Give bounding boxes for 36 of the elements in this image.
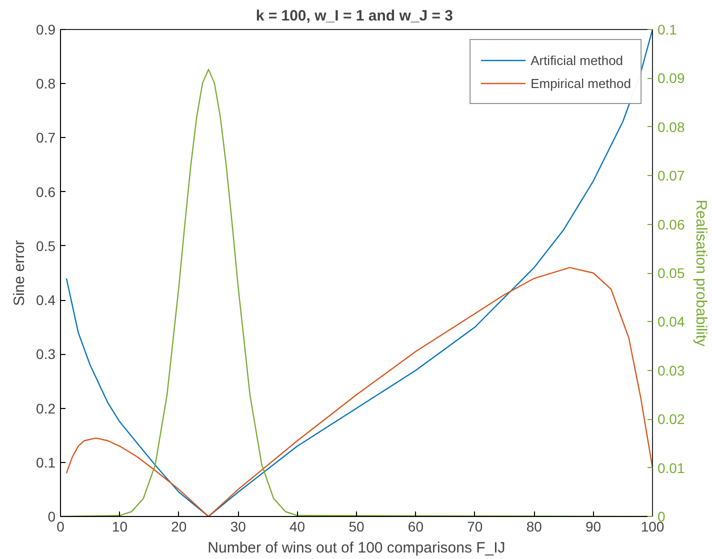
x-tick-label: 90	[586, 518, 602, 534]
y2-tick-label: 0.1	[658, 22, 678, 38]
x-tick-label: 60	[408, 518, 424, 534]
y2-tick-label: 0.07	[658, 168, 685, 184]
y-axis-title: Sine error	[11, 240, 28, 306]
x-tick-label: 40	[290, 518, 306, 534]
x-tick-label: 20	[171, 518, 187, 534]
y-tick-label: 0.7	[36, 130, 56, 146]
y2-tick-label: 0.05	[658, 265, 685, 281]
y2-tick-label: 0.03	[658, 362, 685, 378]
y-tick-label: 0.5	[36, 238, 56, 254]
x-tick-label: 80	[526, 518, 542, 534]
y2-tick-label: 0.09	[658, 70, 685, 86]
line-series	[66, 266, 652, 516]
y-tick-label: 0.1	[36, 454, 56, 470]
legend-label: Artificial method	[530, 52, 624, 68]
y2-tick-label: 0.06	[658, 216, 685, 232]
y2-axis-title: Realisation probability	[692, 200, 710, 347]
y-tick-label: 0.4	[36, 292, 56, 308]
legend-label: Empirical method	[530, 76, 631, 90]
x-tick-label: 70	[467, 518, 483, 534]
y2-tick-label: 0.08	[658, 118, 685, 135]
y-tick-label: 0.9	[36, 22, 56, 38]
x-tick-label: 50	[348, 518, 364, 534]
y-tick-label: 0.6	[36, 184, 56, 200]
y2-tick-label: 0.02	[658, 411, 685, 428]
x-axis-title: Number of wins out of 100 comparisons F_IJ	[208, 540, 506, 556]
y-tick-label: 0.2	[36, 400, 56, 416]
y-tick-label: 0.8	[36, 76, 56, 92]
y2-tick-label: 0.04	[658, 314, 685, 330]
y-tick-label: 0.3	[36, 346, 56, 362]
y2-tick-label: 0.01	[658, 460, 685, 476]
chart-title: k = 100, w_I = 1 and w_J = 3	[256, 8, 454, 24]
x-tick-label: 30	[230, 518, 246, 534]
y-tick-label: 0	[48, 508, 56, 524]
x-tick-label: 10	[112, 518, 128, 534]
